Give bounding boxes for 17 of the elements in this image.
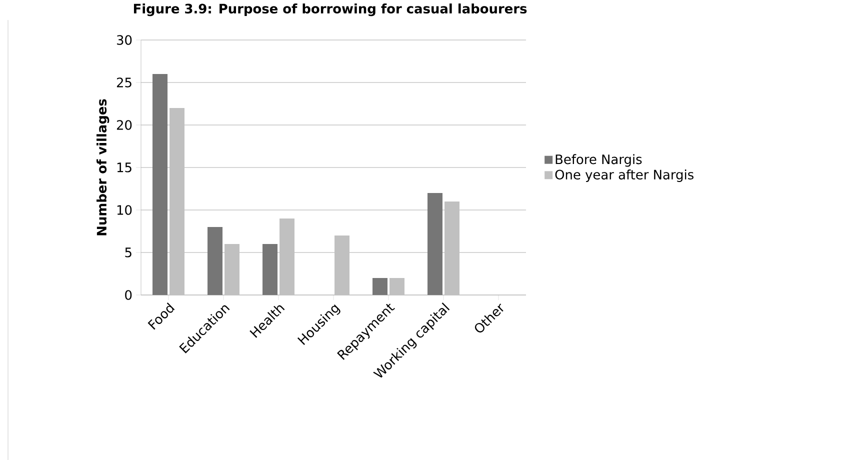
y-tick-label: 20: [116, 120, 132, 130]
bar: [372, 278, 388, 295]
y-axis-title: Number of villages: [96, 99, 110, 236]
bar: [152, 74, 168, 295]
bar: [262, 244, 278, 295]
y-tick-label: 25: [116, 78, 132, 88]
bar: [428, 192, 442, 295]
y-tick-label: 5: [125, 248, 132, 258]
y-tick-label: 15: [117, 162, 132, 172]
y-tick-label: 30: [116, 35, 132, 45]
bar: [208, 226, 223, 295]
legend-label: One year after Nargis: [555, 169, 694, 182]
y-tick-label: 0: [125, 290, 132, 300]
y-tick-label: 10: [117, 205, 132, 215]
chart-title: Figure 3.9: Purpose of borrowing for casual labourers: [134, 3, 527, 16]
legend-label: Before Nargis: [556, 154, 642, 167]
bar: [389, 278, 404, 295]
